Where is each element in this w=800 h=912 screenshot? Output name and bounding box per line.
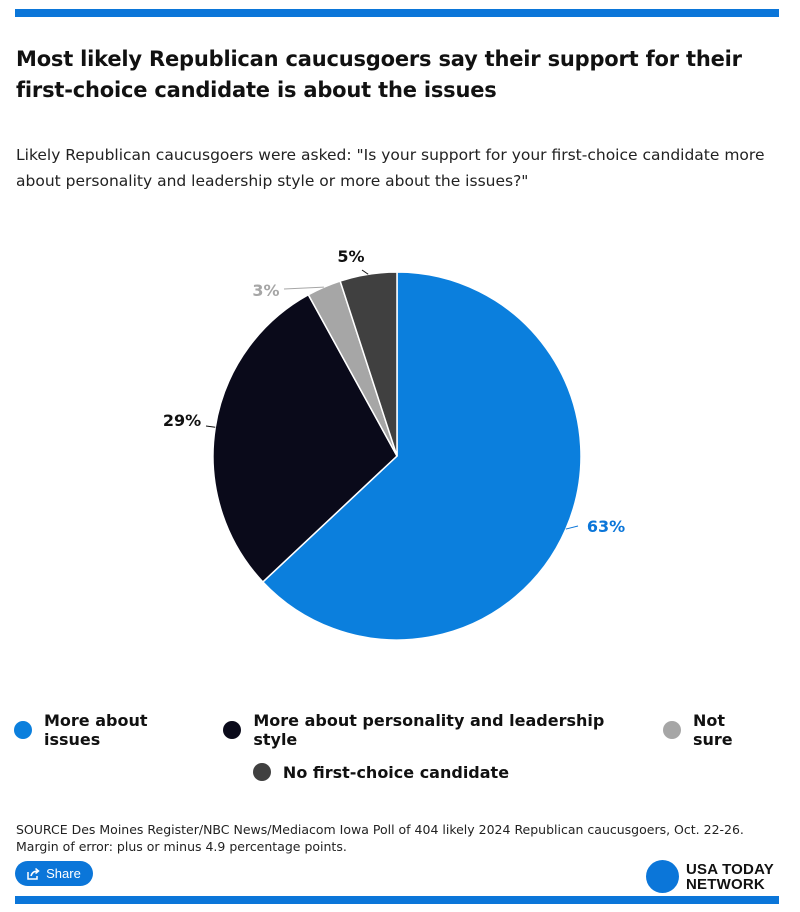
pie-chart: 63% 29% 3% 5%	[163, 247, 625, 641]
pie-leader-lines	[205, 269, 579, 530]
legend-swatch-issues	[14, 721, 32, 739]
legend-label-no-candidate: No first-choice candidate	[282, 762, 510, 782]
legend-swatch-personality	[223, 721, 242, 739]
legend-row-2: No first-choice candidate	[14, 754, 786, 790]
pie-label-no-candidate: 5%	[337, 247, 364, 266]
share-icon	[27, 867, 40, 880]
chart-legend: More about issues More about personality…	[14, 711, 786, 790]
legend-label-not-sure: Not sure	[692, 711, 733, 749]
chart-subtitle: Likely Republican caucusgoers were asked…	[16, 146, 765, 190]
pie-slices	[212, 271, 582, 641]
legend-item-not-sure: Not sure	[662, 711, 768, 749]
top-accent-bar	[15, 9, 779, 17]
legend-item-issues: More about issues	[14, 711, 205, 749]
logo-circle-icon	[646, 860, 679, 893]
legend-item-personality: More about personality and leadership st…	[223, 711, 645, 749]
logo-wordmark: USA TODAY NETWORK	[686, 862, 774, 892]
legend-swatch-not-sure	[662, 721, 681, 739]
pie-slice-issues	[261, 271, 582, 641]
pie-label-not-sure: 3%	[252, 281, 279, 300]
usa-today-network-logo: USA TODAY NETWORK	[646, 860, 774, 893]
pie-label-issues: 63%	[587, 517, 625, 536]
pie-leader-no-candidate	[361, 269, 369, 275]
share-button[interactable]: Share	[15, 861, 93, 886]
legend-swatch-no-candidate	[252, 763, 271, 781]
pie-labels: 63% 29% 3% 5%	[163, 247, 625, 536]
pie-leader-issues	[565, 525, 579, 530]
pie-leader-not-sure	[283, 286, 324, 290]
source-note: SOURCE Des Moines Register/NBC News/Medi…	[16, 822, 744, 854]
legend-label-issues: More about issues	[44, 711, 148, 749]
share-label: Share	[46, 866, 81, 881]
chart-title: Most likely Republican caucusgoers say t…	[16, 47, 742, 102]
pie-slice-no-candidate	[339, 271, 398, 457]
bottom-accent-bar	[15, 896, 779, 904]
legend-row-1: More about issues More about personality…	[14, 711, 786, 749]
pie-label-personality: 29%	[163, 411, 201, 430]
legend-label-personality: More about personality and leadership st…	[253, 711, 605, 749]
pie-leader-personality	[205, 425, 216, 428]
legend-item-no-candidate: No first-choice candidate	[252, 762, 510, 782]
logo-line-2: NETWORK	[686, 875, 765, 893]
logo-line-1: USA TODAY	[686, 860, 774, 878]
